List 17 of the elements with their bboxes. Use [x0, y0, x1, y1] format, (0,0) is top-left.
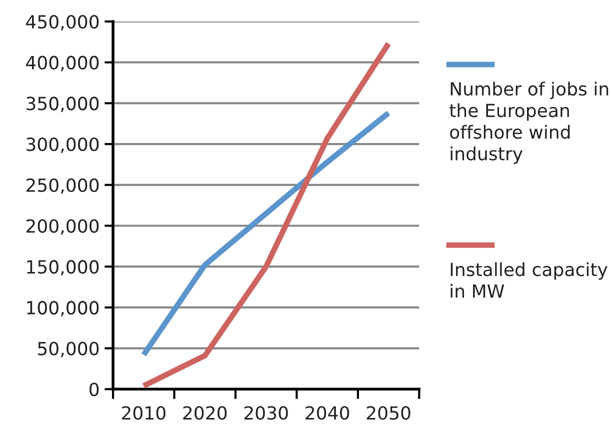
y-tick-label: 350,000	[26, 96, 99, 112]
y-tick-label: 400,000	[26, 56, 99, 72]
y-tick-label: 200,000	[26, 219, 99, 235]
y-tick-label: 0	[90, 382, 99, 396]
x-tick-label: 2040	[306, 406, 350, 420]
legend-label: Number of jobs in the European offshore wind industry	[450, 82, 608, 164]
y-tick-label: 150,000	[27, 260, 99, 276]
x-tick-label: 2030	[244, 406, 288, 420]
y-tick-label: 50,000	[38, 342, 99, 358]
legend-label: Installed capacity in MW	[450, 262, 608, 298]
y-tick-label: 250,000	[26, 178, 99, 194]
x-tick-label: 2050	[366, 406, 410, 420]
y-tick-label: 300,000	[26, 138, 99, 154]
x-tick-label: 2020	[183, 406, 227, 420]
y-tick-label: 100,000	[27, 300, 99, 316]
x-tick-label: 2010	[122, 406, 166, 420]
y-tick-label: 450,000	[26, 14, 99, 30]
